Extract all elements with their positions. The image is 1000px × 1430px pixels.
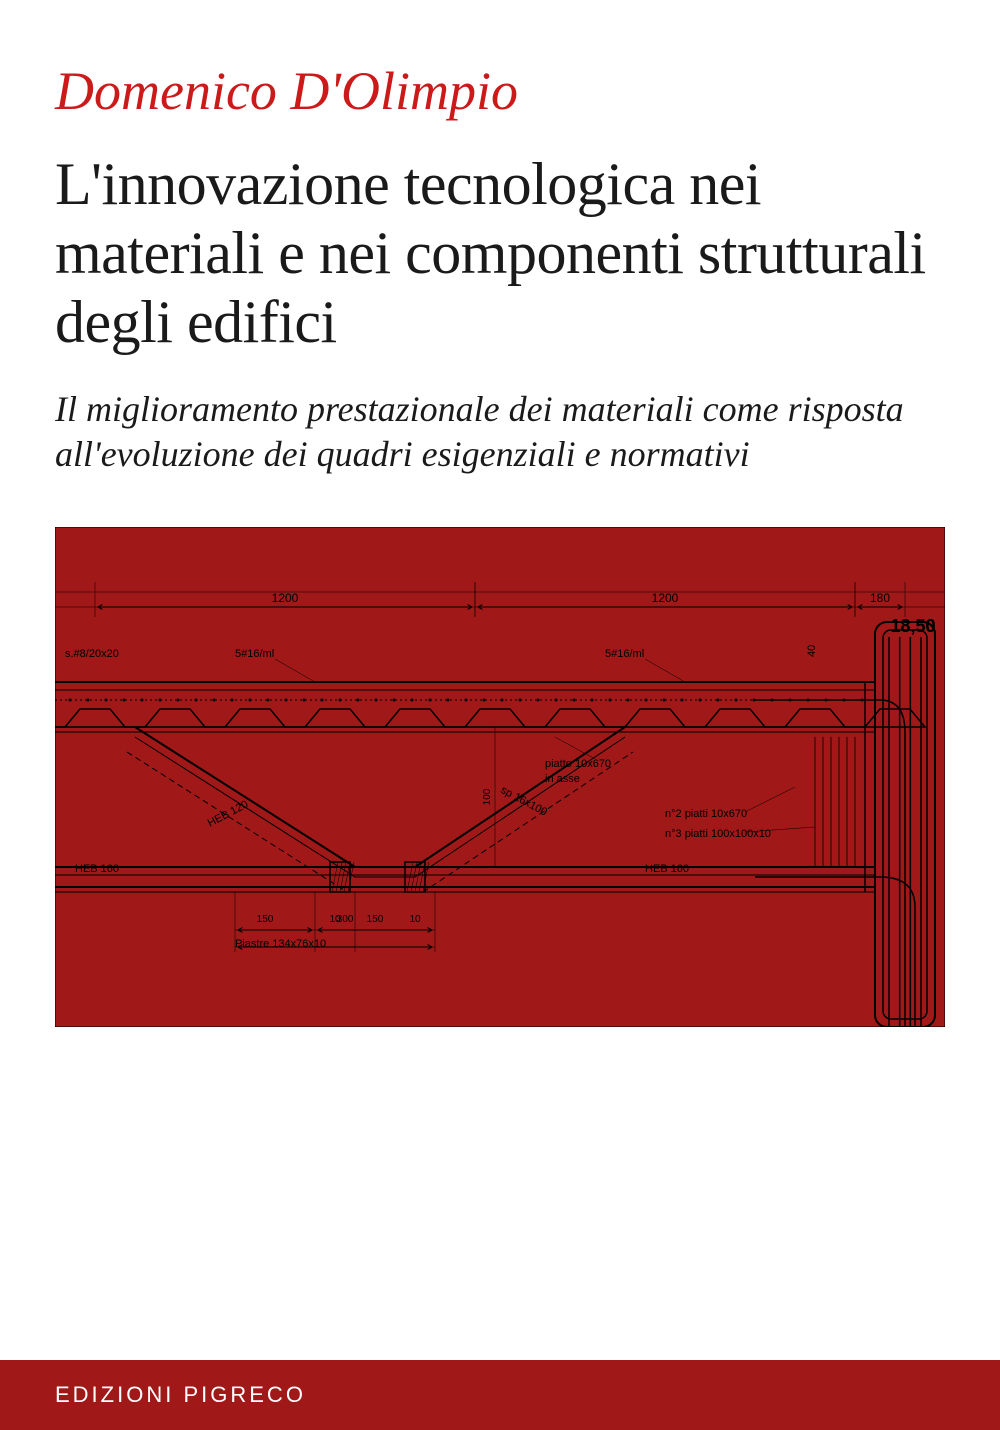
author-name: Domenico D'Olimpio: [55, 60, 945, 122]
svg-text:150: 150: [257, 914, 274, 925]
svg-text:18,50: 18,50: [890, 616, 935, 636]
svg-text:5#16/ml: 5#16/ml: [605, 648, 644, 660]
svg-text:in asse: in asse: [545, 773, 580, 785]
publisher-name: PIGRECO: [183, 1382, 305, 1407]
svg-text:300: 300: [337, 914, 354, 925]
svg-text:n°2 piatti 10x670: n°2 piatti 10x670: [665, 808, 747, 820]
svg-text:180: 180: [870, 591, 890, 605]
svg-text:sp 16x100: sp 16x100: [499, 784, 549, 818]
beam-section-drawing: 1200120018018,5018,50s.#8/20x205#16/ml5#…: [55, 527, 945, 1027]
svg-text:HEB 160: HEB 160: [75, 863, 119, 875]
svg-text:1200: 1200: [272, 591, 299, 605]
book-subtitle: Il miglioramento prestazionale dei mater…: [55, 387, 945, 477]
svg-text:piatto 10x670: piatto 10x670: [545, 758, 611, 770]
svg-text:HEB 160: HEB 160: [645, 863, 689, 875]
svg-text:n°3 piatti 100x100x10: n°3 piatti 100x100x10: [665, 828, 771, 840]
publisher-bar: EDIZIONI PIGRECO: [0, 1360, 1000, 1430]
svg-text:Piastre 134x76x10: Piastre 134x76x10: [235, 938, 326, 950]
svg-text:100: 100: [482, 788, 493, 805]
technical-diagram: 1200120018018,5018,50s.#8/20x205#16/ml5#…: [55, 527, 945, 1027]
book-title: L'innovazione tecnologica nei materiali …: [55, 150, 945, 357]
book-cover: Domenico D'Olimpio L'innovazione tecnolo…: [0, 0, 1000, 1430]
publisher-label: EDIZIONI PIGRECO: [55, 1382, 306, 1408]
svg-text:150: 150: [367, 914, 384, 925]
svg-text:HEB 120: HEB 120: [206, 798, 251, 829]
svg-text:10: 10: [409, 914, 421, 925]
svg-text:s.#8/20x20: s.#8/20x20: [65, 648, 119, 660]
svg-text:1200: 1200: [652, 591, 679, 605]
svg-text:5#16/ml: 5#16/ml: [235, 648, 274, 660]
publisher-prefix: EDIZIONI: [55, 1382, 174, 1407]
svg-text:40: 40: [806, 645, 818, 657]
